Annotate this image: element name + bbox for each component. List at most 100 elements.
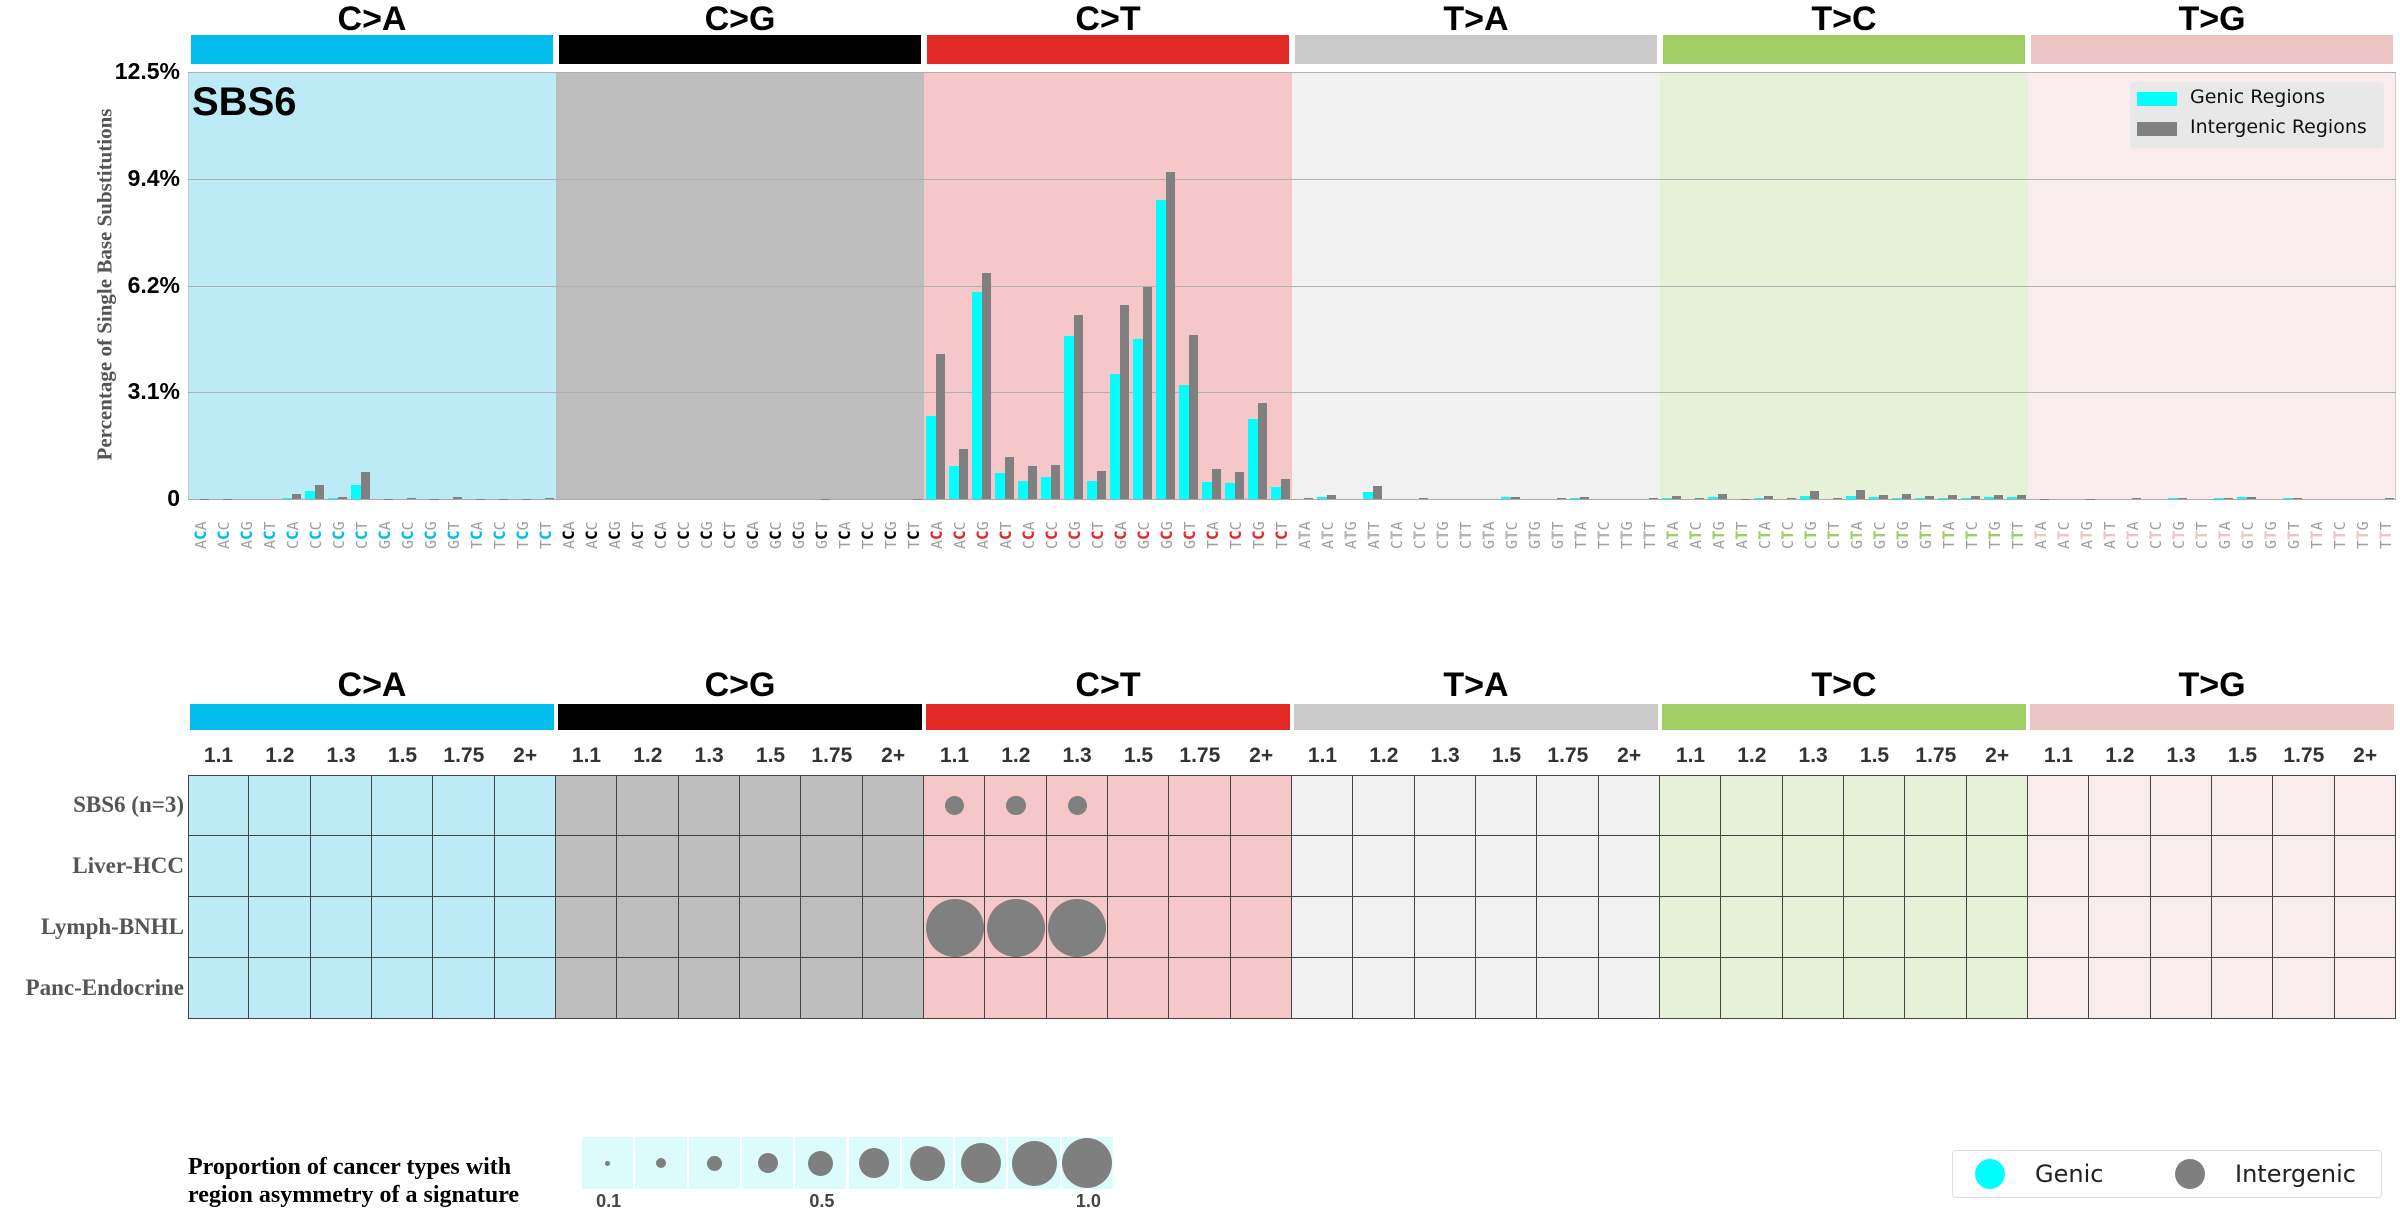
table-cell [2212,775,2274,836]
context-5prime: A [2032,539,2050,549]
column-header: 1.5 [1491,744,1522,767]
context-label: GTA [2215,521,2234,549]
intergenic-bar [1809,491,1819,499]
context-5prime: C [1020,539,1038,549]
class-color-bar [190,704,554,730]
context-3prime: G [1526,521,1544,531]
table-cell [617,775,679,836]
intergenic-bar [1510,496,1520,499]
context-ref-base: C [927,530,946,540]
intergenic-bar [544,497,554,499]
context-ref-base: T [2100,530,2119,540]
genic-bar [1018,480,1028,499]
context-3prime: A [1940,521,1958,531]
context-label: CTC [1410,521,1429,549]
context-ref-base: T [1939,530,1958,540]
context-ref-base: C [490,530,509,540]
column-header: 2+ [1617,744,1642,767]
context-ref-base: T [1824,530,1843,540]
context-ref-base: T [1387,530,1406,540]
context-5prime: A [1664,539,1682,549]
asymmetry-bubble [945,795,965,816]
context-ref-base: C [996,530,1015,540]
genic-bar [1961,497,1971,499]
context-5prime: G [2216,539,2234,549]
context-3prime: G [1250,521,1268,531]
table-cell [2334,775,2396,836]
context-label: GCT [1180,521,1199,549]
context-5prime: C [1825,539,1843,549]
context-label: ACA [559,521,578,549]
table-cell [740,958,802,1019]
intergenic-bar [1303,498,1313,499]
row-label: Liver-HCC [72,853,184,878]
size-legend-bubble [605,1160,611,1166]
genic-bar [1202,482,1212,499]
table-cell [2028,775,2090,836]
genic-bar [1225,482,1235,499]
class-color-bar [191,35,553,64]
row-label: Panc-Endocrine [25,975,184,1000]
column-header: 1.2 [633,744,663,767]
context-ref-base: C [1249,530,1268,540]
intergenic-bar [2384,497,2394,499]
intergenic-bar [1165,172,1175,499]
genic-legend-swatch [2137,92,2177,106]
context-ref-base: C [743,530,762,540]
context-3prime: C [2331,521,2349,531]
genic-bar [1363,492,1373,499]
context-label: CTG [1801,521,1820,549]
context-ref-base: T [1571,530,1590,540]
column-header: 1.2 [265,744,295,767]
context-ref-base: C [789,530,808,540]
context-3prime: T [1089,521,1107,531]
context-3prime: A [1388,521,1406,531]
context-ref-base: C [1019,530,1038,540]
context-5prime: T [1273,539,1291,549]
intergenic-label: Intergenic [2235,1160,2356,1188]
table-cell [1230,775,1292,836]
context-label: TTA [1571,521,1590,549]
intergenic-bar [1418,497,1428,499]
context-label: ATC [2054,521,2073,549]
table-cell [372,958,434,1019]
context-3prime: T [2285,521,2303,531]
table-cell [1476,836,1538,897]
table-cell [1169,836,1231,897]
context-5prime: C [2193,539,2211,549]
context-ref-base: T [1778,530,1797,540]
context-ref-base: T [2307,530,2326,540]
context-label: ATT [2100,521,2119,549]
intergenic-bar [1786,497,1796,499]
genic-bar [1064,336,1074,499]
table-cell [372,836,434,897]
context-ref-base: C [858,530,877,540]
context-3prime: G [1986,521,2004,531]
context-3prime: A [1664,521,1682,531]
table-cell [1353,958,1415,1019]
context-ref-base: C [214,530,233,540]
genic-bar [1892,497,1902,499]
signature-title: SBS6 [192,80,297,124]
table-cell [1230,897,1292,958]
context-3prime: A [1204,521,1222,531]
context-5prime: C [2147,539,2165,549]
context-3prime: G [974,521,992,531]
context-3prime: T [1365,521,1383,531]
table-cell [2273,897,2335,958]
class-color-bar [559,35,921,64]
context-ref-base: C [1226,530,1245,540]
context-5prime: C [1434,539,1452,549]
genic-bar [1133,339,1143,499]
genic-bar [1570,497,1580,499]
context-5prime: T [1227,539,1245,549]
context-3prime: T [1549,521,1567,531]
table-cell [1966,775,2028,836]
class-color-bar [927,35,1289,64]
genic-bar [1087,481,1097,499]
intergenic-bar [337,496,347,499]
context-3prime: G [882,521,900,531]
column-header: 1.3 [1430,744,1460,767]
column-header: 1.1 [203,744,234,767]
table-cell [372,775,434,836]
